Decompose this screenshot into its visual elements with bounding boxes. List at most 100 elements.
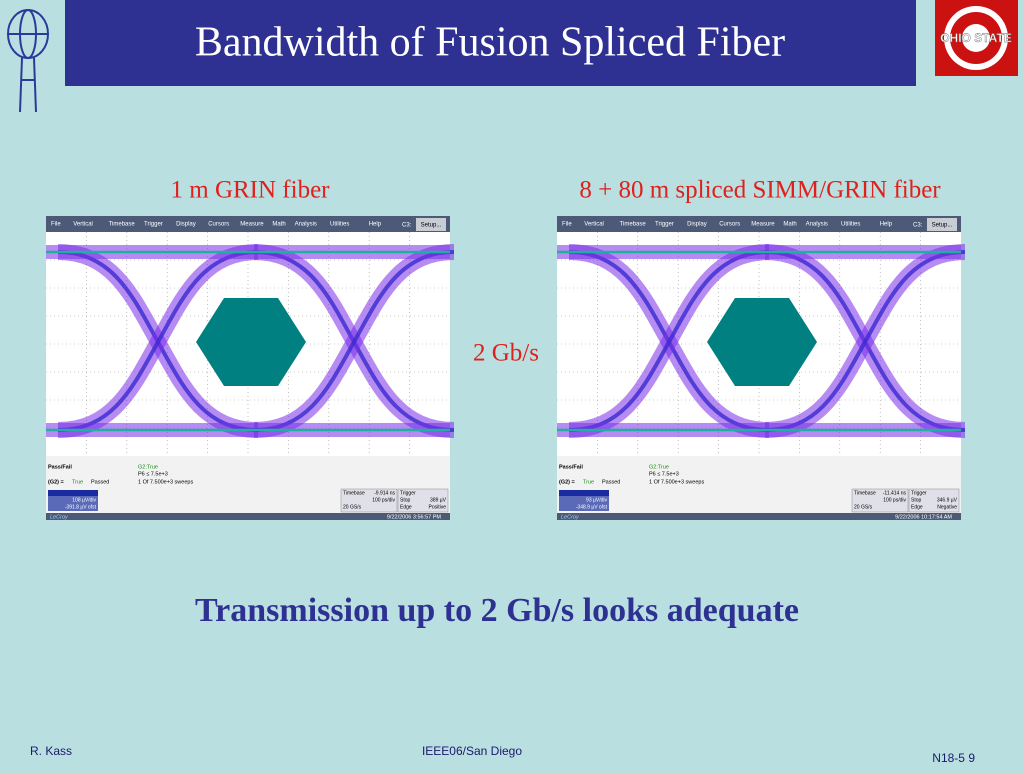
status-text: Pass/Fail bbox=[559, 464, 583, 470]
menu-item: Cursors bbox=[208, 222, 229, 228]
menu-item: Help bbox=[369, 222, 382, 228]
trigger-setting: Negative bbox=[937, 504, 957, 510]
trigger-setting: Trigger bbox=[400, 490, 416, 496]
timebase-box bbox=[851, 488, 909, 513]
status-text: Passed bbox=[91, 479, 109, 485]
menu-item: Measure bbox=[240, 222, 264, 228]
trigger-setting: Edge bbox=[911, 504, 923, 510]
status-bar bbox=[557, 513, 961, 520]
status-text: 1 Of 7.500e+3 sweeps bbox=[649, 479, 704, 485]
brand: LeCroy bbox=[50, 514, 69, 520]
footer-slide: N18-5 9 bbox=[932, 751, 975, 765]
eye-trace-core bbox=[57, 250, 259, 432]
footer-author: R. Kass bbox=[30, 744, 72, 758]
channel-box bbox=[48, 490, 98, 496]
status-text: (G2) = bbox=[559, 479, 575, 485]
status-text: Passed bbox=[602, 479, 620, 485]
menu-item: Utilities bbox=[330, 222, 349, 228]
trigger-setting: Positive bbox=[428, 504, 446, 510]
status-text: G2:True bbox=[649, 464, 669, 470]
channel-box bbox=[48, 496, 98, 511]
eye-trace-core bbox=[568, 250, 770, 432]
atlas-logo bbox=[7, 9, 49, 113]
channel-box bbox=[559, 490, 609, 496]
vertical-setting: -391.8 µV ofst bbox=[65, 504, 97, 510]
timebase-box bbox=[340, 488, 398, 513]
menu-item: Math bbox=[783, 222, 796, 228]
trigger-setting: Trigger bbox=[911, 490, 927, 496]
conclusion: Transmission up to 2 Gb/s looks adequate bbox=[195, 592, 799, 629]
trigger-setting: Edge bbox=[400, 504, 412, 510]
trigger-box bbox=[908, 488, 960, 513]
menu-item: File bbox=[562, 222, 572, 228]
timebase-setting: 100 ps/div bbox=[883, 497, 906, 503]
eye-mask bbox=[196, 298, 306, 386]
menu-item: Utilities bbox=[841, 222, 860, 228]
menu-item: Math bbox=[272, 222, 285, 228]
trigger-setting: Stop bbox=[911, 497, 922, 503]
timebase-setting: 100 ps/div bbox=[372, 497, 395, 503]
menu-item: Display bbox=[176, 222, 196, 228]
setup-button bbox=[416, 218, 446, 231]
osu-logo: OHIO STATE bbox=[935, 0, 1018, 76]
status-text: P6 ≤ 7.5e+3 bbox=[138, 471, 168, 477]
status-text: Pass/Fail bbox=[48, 464, 72, 470]
footer-venue: IEEE06/San Diego bbox=[422, 744, 522, 758]
menu-item: Trigger bbox=[144, 222, 163, 228]
menu-bar bbox=[557, 216, 961, 232]
menu-item: Help bbox=[880, 222, 893, 228]
menu-item: Measure bbox=[751, 222, 775, 228]
menu-item: Vertical bbox=[73, 222, 93, 228]
menu-item: Analysis bbox=[806, 222, 828, 228]
menu-item: Display bbox=[687, 222, 707, 228]
title-bar bbox=[65, 0, 916, 86]
status-text: (G2) = bbox=[48, 479, 64, 485]
scope-screenshot: File Vertical Timebase Trigger Display Cursor… bbox=[557, 216, 966, 520]
timebase-setting: 20 GS/s bbox=[343, 504, 362, 510]
menu-item: Vertical bbox=[584, 222, 604, 228]
menu-bar bbox=[46, 216, 450, 232]
rate-label: 2 Gb/s bbox=[473, 340, 539, 367]
menu-item: Analysis bbox=[295, 222, 317, 228]
timebase-setting: Timebase bbox=[343, 490, 365, 496]
slide-title: Bandwidth of Fusion Spliced Fiber bbox=[195, 20, 785, 66]
channel-label: C3: bbox=[402, 223, 412, 229]
timebase-setting: Timebase bbox=[854, 490, 876, 496]
trigger-setting: 389 µV bbox=[430, 497, 447, 503]
menu-item: Trigger bbox=[655, 222, 674, 228]
channel-label: C3: bbox=[913, 223, 923, 229]
trigger-setting: 346.9 µV bbox=[937, 497, 958, 503]
timestamp: 9/22/2006 10:17:54 AM bbox=[895, 514, 952, 520]
logo-text: OHIO STATE bbox=[940, 31, 1012, 45]
menu-item: Timebase bbox=[109, 222, 136, 228]
setup-label: Setup... bbox=[932, 223, 953, 229]
brand: LeCroy bbox=[561, 514, 580, 520]
timebase-setting: -9.914 ns bbox=[374, 490, 395, 496]
status-text: P6 ≤ 7.5e+3 bbox=[649, 471, 679, 477]
vertical-setting: 108 µV/div bbox=[72, 497, 96, 503]
trigger-setting: Stop bbox=[400, 497, 411, 503]
status-text: True bbox=[72, 479, 83, 485]
status-text: G2:True bbox=[138, 464, 158, 470]
timebase-setting: -11.414 ns bbox=[883, 490, 907, 496]
setup-button bbox=[927, 218, 957, 231]
vertical-setting: -348.9 µV ofst bbox=[576, 504, 608, 510]
timestamp: 9/22/2006 3:56:57 PM bbox=[387, 514, 442, 520]
status-text: True bbox=[583, 479, 594, 485]
status-text: 1 Of 7.500e+3 sweeps bbox=[138, 479, 193, 485]
panel-caption: 1 m GRIN fiber bbox=[171, 177, 331, 204]
scope-screenshot: File Vertical Timebase Trigger Display Cursor… bbox=[46, 216, 455, 520]
status-bar bbox=[46, 513, 450, 520]
vertical-setting: 93 µV/div bbox=[586, 497, 607, 503]
eye-trace-core bbox=[764, 250, 966, 432]
menu-item: Timebase bbox=[620, 222, 647, 228]
menu-item: Cursors bbox=[719, 222, 740, 228]
timebase-setting: 20 GS/s bbox=[854, 504, 873, 510]
trigger-box bbox=[397, 488, 449, 513]
menu-item: File bbox=[51, 222, 61, 228]
eye-mask bbox=[707, 298, 817, 386]
channel-box bbox=[559, 496, 609, 511]
eye-trace-core bbox=[253, 250, 455, 432]
